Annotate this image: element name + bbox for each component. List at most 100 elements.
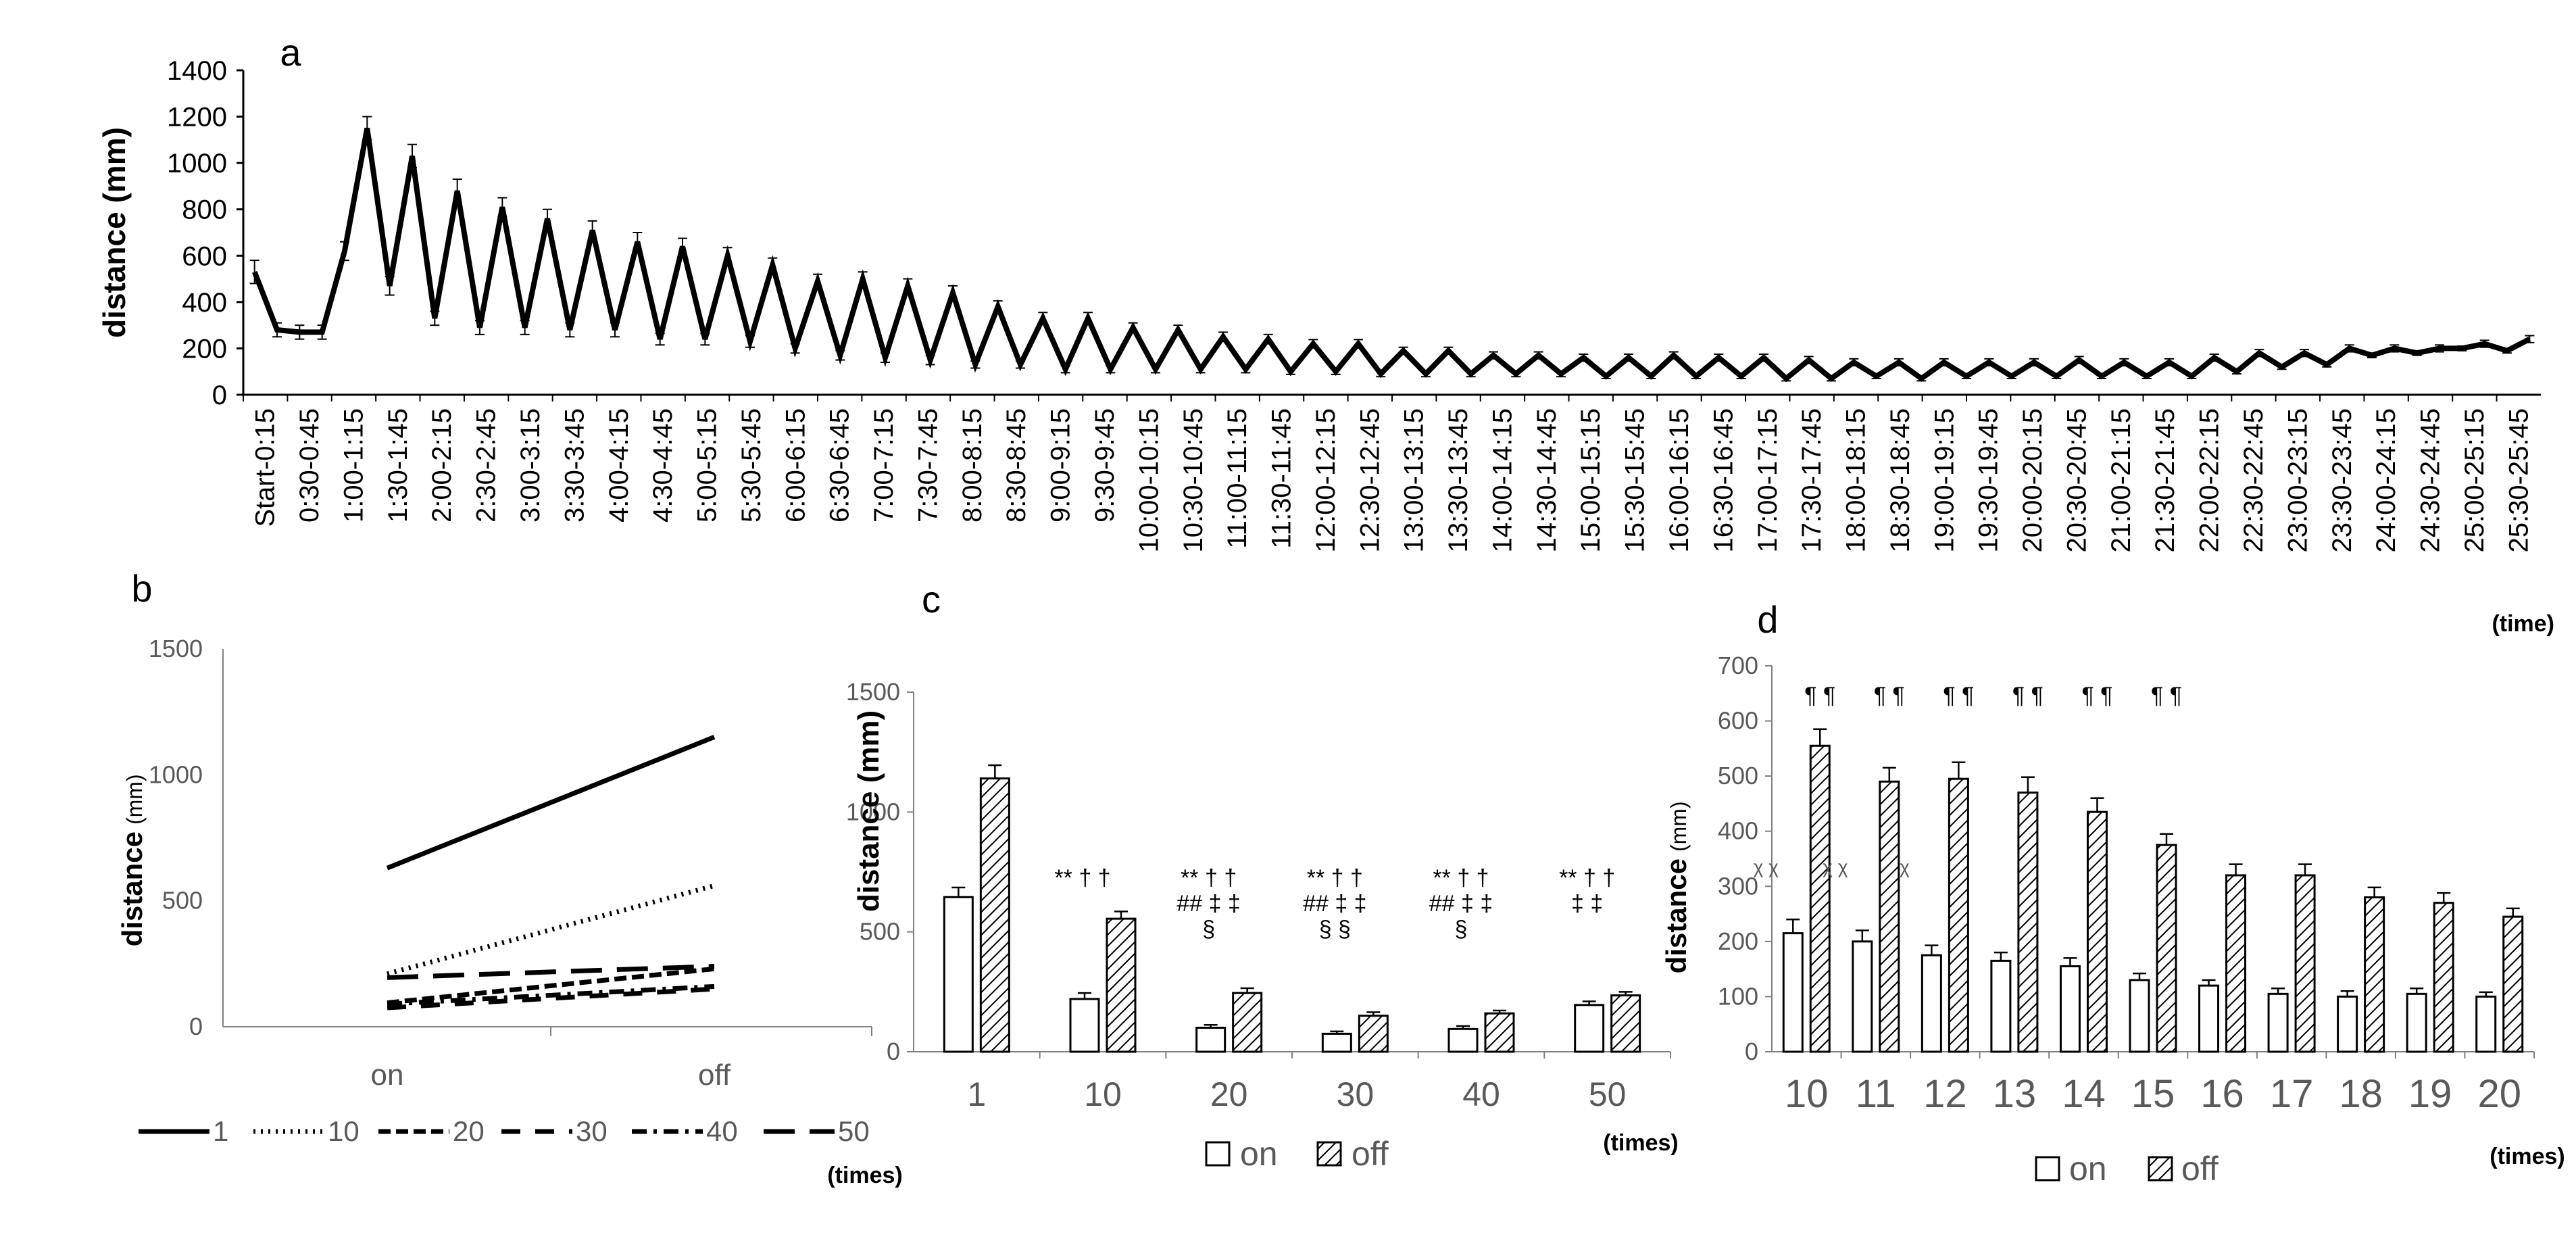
x-tick-label: 9:00-9:15 bbox=[1046, 408, 1076, 522]
x-tick-label: 7:00-7:15 bbox=[869, 408, 899, 522]
bar-on bbox=[2406, 992, 2427, 1053]
legend-label: 40 bbox=[706, 1115, 738, 1147]
x-tick-label: on bbox=[371, 1058, 404, 1092]
bar-on bbox=[943, 896, 974, 1053]
x-tick-label: 1:00-1:15 bbox=[339, 408, 368, 522]
y-tick-label: 1000 bbox=[149, 760, 203, 788]
x-tick-label: 19 bbox=[2408, 1072, 2452, 1116]
significance-mark: χ bbox=[1900, 856, 1910, 877]
bar-off bbox=[1106, 917, 1137, 1053]
x-tick-label: 25:00-25:15 bbox=[2460, 408, 2490, 553]
x-tick-label: 19:00-19:15 bbox=[1929, 408, 1959, 553]
legend-label: 10 bbox=[328, 1115, 360, 1147]
y-tick-label: 0 bbox=[189, 1013, 203, 1040]
x-tick-label: 12:00-12:15 bbox=[1311, 408, 1341, 553]
x-tick-label: 23:30-23:45 bbox=[2327, 408, 2357, 553]
y-axis-title: distance bbox=[1660, 858, 1692, 973]
legend-label-on: on bbox=[1240, 1135, 1278, 1173]
bar-on bbox=[1321, 1032, 1352, 1053]
significance-mark: ** † † bbox=[1307, 865, 1363, 891]
significance-mark: χ χ bbox=[1823, 856, 1848, 877]
x-tick-label: 20 bbox=[2477, 1072, 2521, 1116]
bar-off bbox=[1232, 992, 1263, 1053]
x-tick-label: 24:00-24:15 bbox=[2371, 408, 2401, 553]
x-tick-label: 2:00-2:15 bbox=[427, 408, 457, 522]
bar-off bbox=[979, 777, 1010, 1053]
y-tick-label: 1200 bbox=[167, 103, 227, 132]
y-tick-label: 600 bbox=[182, 241, 227, 271]
line-series bbox=[251, 127, 2531, 383]
significance-mark: ¶ ¶ bbox=[1943, 683, 1974, 708]
x-tick-label: 11:30-11:45 bbox=[1267, 408, 1297, 549]
x-tick-label: 14:30-14:45 bbox=[1532, 408, 1562, 553]
x-tick-label: 16:00-16:15 bbox=[1664, 408, 1694, 553]
x-tick-label: 8:00-8:15 bbox=[958, 408, 987, 522]
x-tick-label: 24:30-24:45 bbox=[2416, 408, 2446, 553]
y-tick-label: 700 bbox=[1718, 652, 1758, 679]
y-tick-label: 0 bbox=[212, 381, 227, 410]
series-line-10 bbox=[387, 883, 715, 977]
bar-on bbox=[2337, 995, 2358, 1053]
y-tick-label: 100 bbox=[1718, 982, 1758, 1010]
panel-label-d: d bbox=[1757, 598, 1778, 641]
x-tick-label: 2:30-2:45 bbox=[472, 408, 501, 522]
x-tick-label: 0:30-0:45 bbox=[295, 408, 324, 522]
x-tick-label: 20:00-20:15 bbox=[2018, 408, 2048, 553]
bar-on bbox=[2267, 992, 2289, 1053]
x-tick-label: 10:00-10:15 bbox=[1134, 408, 1164, 553]
panel-label-c: c bbox=[922, 578, 941, 620]
significance-mark: ¶ ¶ bbox=[2151, 683, 2182, 708]
x-tick-label: 14 bbox=[2062, 1072, 2106, 1116]
x-tick-label: 22:00-22:15 bbox=[2195, 408, 2225, 553]
x-tick-label: 10:30-10:45 bbox=[1179, 408, 1208, 553]
significance-mark: ** † † bbox=[1181, 865, 1237, 891]
x-tick-label: 20 bbox=[1210, 1075, 1248, 1113]
significance-mark: ## ‡ ‡ bbox=[1303, 891, 1367, 917]
y-tick-label: 500 bbox=[1718, 762, 1758, 789]
x-axis-unit-label: (times) bbox=[2490, 1144, 2565, 1169]
significance-mark: ¶ ¶ bbox=[1874, 683, 1905, 708]
x-tick-label: 3:30-3:45 bbox=[560, 408, 589, 522]
y-tick-label: 400 bbox=[182, 288, 227, 318]
bar-off bbox=[1879, 780, 1900, 1053]
series-line-30 bbox=[387, 986, 715, 1011]
bar-off bbox=[2086, 810, 2108, 1053]
bar-on bbox=[2129, 979, 2150, 1053]
bar-on bbox=[1852, 940, 1873, 1053]
legend-swatch-on bbox=[2035, 1156, 2060, 1182]
bar-on bbox=[1921, 954, 1942, 1053]
bar-on bbox=[1782, 932, 1804, 1053]
x-tick-label: 12 bbox=[1923, 1072, 1967, 1116]
y-tick-label: 800 bbox=[182, 195, 227, 225]
significance-mark: ## ‡ ‡ bbox=[1429, 891, 1493, 917]
legend-label-off: off bbox=[2181, 1150, 2219, 1188]
x-axis-unit-label: (times) bbox=[1603, 1130, 1678, 1156]
x-tick-label: 8:30-8:45 bbox=[1001, 408, 1031, 522]
panel-label-b: b bbox=[131, 567, 152, 610]
legend-label-off: off bbox=[1352, 1135, 1389, 1173]
x-tick-label: 40 bbox=[1462, 1075, 1500, 1113]
legend-label: 50 bbox=[838, 1115, 870, 1147]
legend-label: 30 bbox=[576, 1115, 608, 1147]
y-tick-label: 300 bbox=[1718, 872, 1758, 900]
x-tick-label: 14:00-14:15 bbox=[1487, 408, 1517, 553]
bar-off bbox=[2364, 896, 2385, 1053]
x-tick-label: 5:30-5:45 bbox=[737, 408, 766, 522]
x-tick-label: 19:30-19:45 bbox=[1974, 408, 2004, 553]
bar-on bbox=[2475, 995, 2497, 1053]
significance-mark: § bbox=[1455, 917, 1468, 942]
bar-off bbox=[2225, 874, 2247, 1053]
y-tick-label: 1500 bbox=[149, 635, 203, 662]
y-tick-label: 200 bbox=[182, 334, 227, 364]
bar-off bbox=[1809, 744, 1831, 1053]
x-tick-label: 18 bbox=[2339, 1072, 2383, 1116]
bar-on bbox=[1447, 1027, 1479, 1053]
x-tick-label: 30 bbox=[1337, 1075, 1374, 1113]
x-tick-label: 7:30-7:45 bbox=[913, 408, 943, 522]
y-tick-label: 0 bbox=[1745, 1038, 1758, 1065]
y-tick-label: 200 bbox=[1718, 927, 1758, 955]
y-tick-label: 400 bbox=[1718, 817, 1758, 845]
bar-on bbox=[1574, 1004, 1605, 1053]
